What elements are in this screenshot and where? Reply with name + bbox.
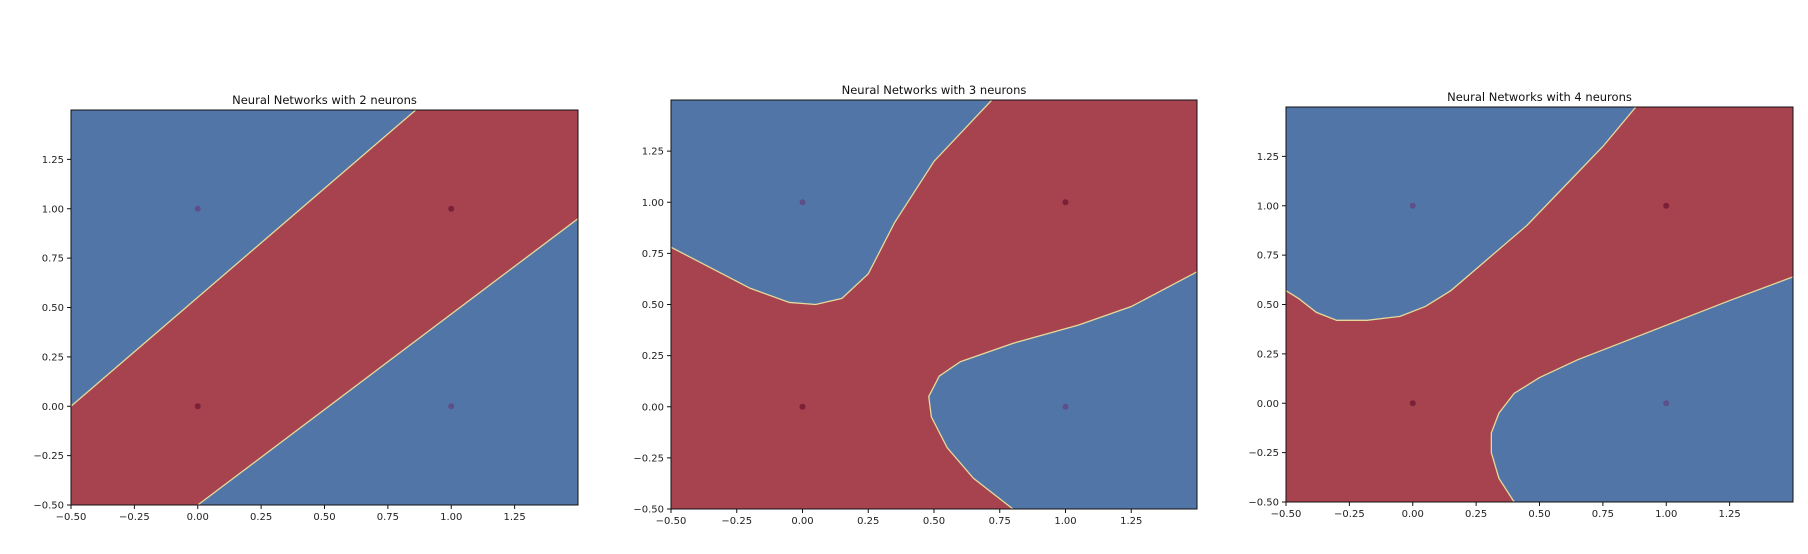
region-class-0-lower <box>1491 276 1793 502</box>
y-tick-label: 0.75 <box>42 254 64 265</box>
data-point <box>1663 400 1670 407</box>
y-tick-label: 0.50 <box>642 300 664 311</box>
y-tick-label: 1.00 <box>42 204 64 215</box>
data-point <box>448 205 455 212</box>
chart-title: Neural Networks with 3 neurons <box>842 83 1027 97</box>
decision-boundary-2 <box>1490 276 1793 502</box>
y-tick-label: 0.25 <box>1257 349 1279 360</box>
y-tick-label: 0.25 <box>642 351 664 362</box>
x-tick-label: −0.25 <box>1334 509 1365 520</box>
y-tick-label: −0.25 <box>1248 448 1279 459</box>
decision-boundary-2 <box>928 271 1197 509</box>
x-tick-label: 0.25 <box>1465 509 1487 520</box>
y-tick-label: 0.00 <box>42 402 64 413</box>
y-tick-label: 1.00 <box>1257 201 1279 212</box>
data-point <box>194 205 201 212</box>
y-tick-label: 1.00 <box>642 198 664 209</box>
subplot-3: −0.50−0.50 −0.25 −0.25 0.00 0.00 0.25 0.25 0.50… <box>1248 90 1794 520</box>
x-tick-label: 0.00 <box>791 516 813 527</box>
x-tick-label: 0.00 <box>1402 509 1424 520</box>
decision-boundary-1 <box>671 100 993 306</box>
y-tick-label: 0.25 <box>42 352 64 363</box>
y-tick-label: 0.00 <box>1257 399 1279 410</box>
y-tick-label: −0.25 <box>33 451 64 462</box>
x-tick-label: 1.25 <box>503 512 525 523</box>
decision-boundary-1 <box>71 110 417 407</box>
data-point <box>448 403 455 410</box>
data-point <box>1062 199 1069 206</box>
chart-title: Neural Networks with 4 neurons <box>1447 90 1632 104</box>
x-tick-label: 0.25 <box>857 516 879 527</box>
y-tick-label: 1.25 <box>42 155 64 166</box>
chart-title: Neural Networks with 2 neurons <box>232 93 417 107</box>
y-tick-label: 0.75 <box>1257 251 1279 262</box>
data-point <box>1409 400 1416 407</box>
decision-boundary-2 <box>197 218 578 505</box>
y-tick-label: 1.25 <box>1257 152 1279 163</box>
x-tick-label: −0.50 <box>56 512 87 523</box>
subplot-1: −0.50−0.50 −0.25 −0.25 0.00 0.00 0.25 0.25 0.50… <box>33 93 579 523</box>
decision-boundary-1 <box>1286 107 1637 321</box>
y-tick-label: 1.25 <box>642 147 664 158</box>
y-tick-label: 0.50 <box>42 303 64 314</box>
y-tick-label: 0.75 <box>642 249 664 260</box>
x-tick-label: 0.50 <box>923 516 945 527</box>
data-point <box>1409 202 1416 209</box>
x-tick-label: −0.50 <box>656 516 687 527</box>
x-tick-label: 1.00 <box>440 512 462 523</box>
x-tick-label: 0.25 <box>250 512 272 523</box>
region-class-0-upper <box>1286 107 1636 321</box>
x-tick-label: 1.25 <box>1718 509 1740 520</box>
x-tick-label: 1.00 <box>1655 509 1677 520</box>
y-tick-label: −0.50 <box>633 505 664 516</box>
x-tick-label: −0.50 <box>1271 509 1302 520</box>
x-tick-label: 0.00 <box>187 512 209 523</box>
data-point <box>194 403 201 410</box>
x-tick-label: 0.75 <box>1592 509 1614 520</box>
y-tick-label: −0.50 <box>33 501 64 512</box>
data-point <box>799 199 806 206</box>
region-class-0-lower <box>928 271 1197 509</box>
data-point <box>1062 403 1069 410</box>
x-tick-label: 0.50 <box>313 512 335 523</box>
x-tick-label: −0.25 <box>721 516 752 527</box>
x-tick-label: 1.00 <box>1054 516 1076 527</box>
subplot-2: −0.50−0.50 −0.25 −0.25 0.00 0.00 0.25 0.25 0.50… <box>633 83 1198 527</box>
y-tick-label: −0.50 <box>1248 498 1279 509</box>
x-tick-label: 0.50 <box>1528 509 1550 520</box>
y-tick-label: 0.00 <box>642 402 664 413</box>
x-tick-label: 0.75 <box>377 512 399 523</box>
y-tick-label: −0.25 <box>633 453 664 464</box>
data-point <box>799 403 806 410</box>
x-tick-label: −0.25 <box>119 512 150 523</box>
region-class-0-upper <box>671 100 992 305</box>
x-tick-label: 1.25 <box>1120 516 1142 527</box>
data-point <box>1663 202 1670 209</box>
x-tick-label: 0.75 <box>989 516 1011 527</box>
y-tick-label: 0.50 <box>1257 300 1279 311</box>
